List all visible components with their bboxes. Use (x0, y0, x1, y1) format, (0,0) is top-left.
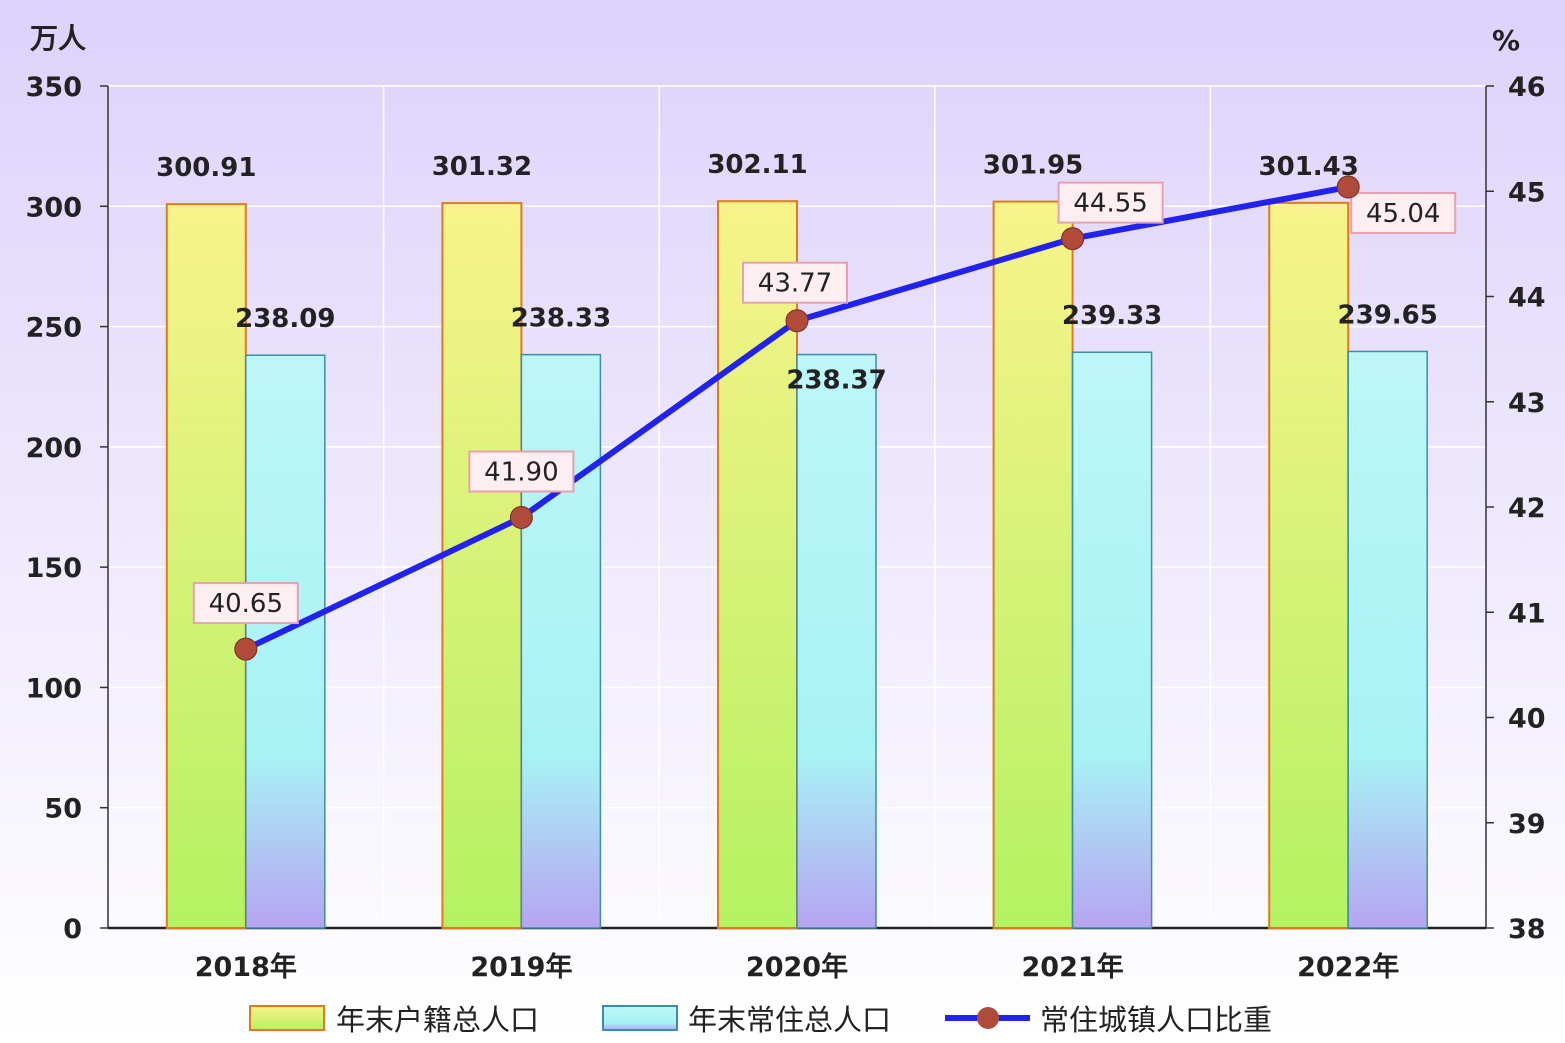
bar-value-label: 301.43 (1259, 152, 1359, 182)
y-left-tick-label: 300 (26, 192, 82, 223)
bar-resident-population (520, 353, 602, 929)
legend-swatch-bar2 (602, 1005, 678, 1031)
x-tick-label: 2022年 (1297, 951, 1399, 983)
line-point-marker (1336, 175, 1360, 199)
line-value-label-box (1350, 192, 1457, 235)
y-right-tick-label: 41 (1508, 598, 1546, 629)
y-right-tick-label: 46 (1508, 72, 1546, 103)
y-left-tick-label: 250 (26, 313, 82, 344)
legend: 年末户籍总人口 年末常住总人口 常住城镇人口比重 (249, 1003, 1272, 1037)
line-point-marker (1061, 227, 1085, 251)
bar-value-label: 238.37 (786, 366, 886, 396)
line-value-label: 44.55 (1073, 189, 1147, 219)
y-right-axis: 38 39 40 41 42 43 44 45 46 (1485, 72, 1546, 945)
bar-value-label: 238.33 (511, 304, 611, 334)
y-right-tick-label: 38 (1508, 914, 1546, 945)
x-tick-label: 2018年 (195, 951, 297, 983)
y-right-tick-label: 44 (1508, 283, 1546, 314)
y-right-tick-label: 39 (1508, 809, 1546, 840)
x-axis: 2018年 2019年 2020年 2021年 2022年 (108, 926, 1486, 983)
bar-resident-population (1347, 350, 1428, 929)
x-tick-label: 2020年 (746, 951, 848, 983)
y-left-tick-label: 100 (26, 673, 82, 704)
bar-value-label: 239.65 (1338, 300, 1438, 330)
bar-resident-population (1071, 351, 1153, 929)
bar-household-population (165, 203, 247, 930)
bar-household-population (717, 200, 798, 929)
y-left-tick-label: 0 (63, 914, 82, 945)
line-point-marker (234, 637, 258, 661)
legend-swatch-bar1 (249, 1005, 325, 1031)
legend-label-line: 常住城镇人口比重 (1040, 1003, 1272, 1037)
y-right-unit: % (1492, 24, 1520, 57)
bar-value-label: 301.95 (983, 151, 1083, 181)
y-left-tick-label: 350 (26, 72, 82, 103)
legend-swatch-marker (977, 1007, 999, 1029)
bar-household-population (1268, 201, 1350, 930)
line-point-marker (785, 309, 809, 333)
line-point-marker (509, 506, 533, 530)
y-right-tick-label: 42 (1508, 493, 1546, 524)
bar-value-label: 302.11 (707, 150, 807, 180)
bar-value-label: 238.09 (235, 304, 335, 334)
y-left-tick-label: 150 (26, 553, 82, 584)
bar-household-population (992, 200, 1074, 930)
line-value-label: 43.77 (758, 269, 832, 299)
y-right-tick-label: 45 (1508, 177, 1546, 208)
bar-series: 300.91 238.09 301.32 238.33 302.11 238.37 301.… (156, 150, 1438, 930)
y-right-tick-label: 40 (1508, 704, 1546, 735)
line-value-label-box (468, 450, 575, 493)
line-value-label: 45.04 (1366, 199, 1440, 229)
line-value-label: 41.90 (484, 458, 558, 488)
y-right-tick-label: 43 (1508, 388, 1546, 419)
line-value-label-box (742, 261, 848, 304)
y-left-tick-label: 50 (44, 794, 82, 825)
y-left-unit: 万人 (30, 22, 86, 55)
x-tick-label: 2021年 (1022, 951, 1124, 983)
y-left-axis: 0 50 100 150 200 250 300 350 (26, 72, 109, 945)
legend-label-bar2: 年末常住总人口 (688, 1003, 891, 1037)
bar-resident-population (796, 353, 877, 929)
legend-label-bar1: 年末户籍总人口 (336, 1003, 539, 1037)
bar-value-label: 239.33 (1062, 301, 1162, 331)
bar-value-label: 300.91 (156, 153, 256, 183)
line-value-label-box (192, 582, 299, 625)
y-left-tick-label: 200 (26, 433, 82, 464)
x-tick-label: 2019年 (470, 951, 572, 983)
line-value-label-box (1057, 181, 1164, 224)
bar-value-label: 301.32 (432, 152, 532, 182)
line-series: 40.65 41.90 43.77 44.55 45.04 (192, 175, 1457, 661)
bar-household-population (441, 202, 523, 929)
line-value-label: 40.65 (209, 589, 283, 619)
